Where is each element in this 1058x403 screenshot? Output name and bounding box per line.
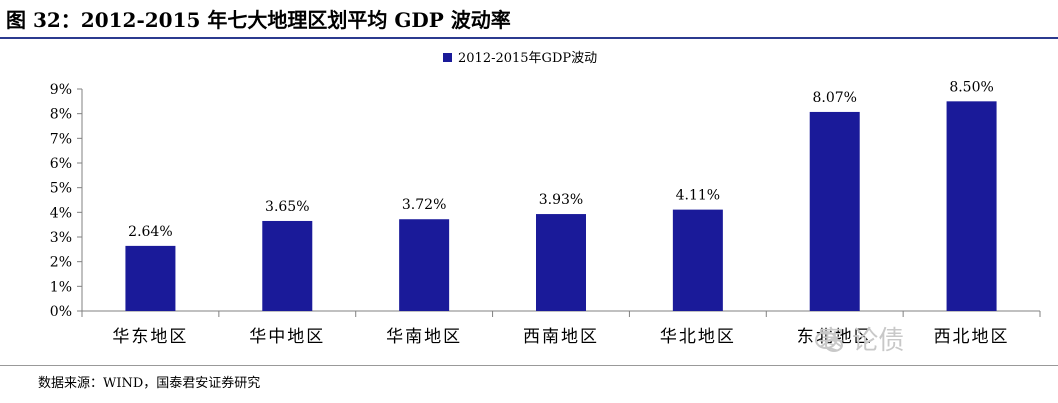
data-label: 4.11% — [676, 188, 720, 204]
y-tick-label: 9% — [50, 82, 72, 98]
bar-chart: 2012-2015年GDP波动 0% 1% 2% 3% 4% 5% 6% 7% 8% 9% 2.64%… — [50, 51, 1041, 347]
x-tick-label: 西北地区 — [934, 327, 1010, 347]
figure-title: 图 32：2012-2015 年七大地理区划平均 GDP 波动率 — [6, 8, 511, 32]
data-label: 8.07% — [812, 90, 856, 106]
bar — [946, 101, 997, 311]
y-tick-label: 0% — [50, 304, 72, 320]
data-label: 2.64% — [128, 224, 172, 240]
source-note: 数据来源：WIND，国泰君安证券研究 — [38, 376, 261, 391]
data-label: 8.50% — [949, 79, 993, 95]
bar — [125, 245, 176, 311]
x-tick-label: 华中地区 — [249, 327, 325, 347]
x-tick-label: 西南地区 — [523, 327, 599, 347]
y-tick-label: 8% — [50, 107, 72, 123]
watermark: 寒 论债 — [818, 326, 905, 356]
legend-label: 2012-2015年GDP波动 — [458, 51, 597, 66]
bar — [809, 111, 860, 311]
y-tick-label: 4% — [50, 205, 72, 221]
y-tick-label: 3% — [50, 230, 72, 246]
bar — [399, 219, 450, 311]
x-tick-label: 华东地区 — [112, 327, 188, 347]
data-label: 3.65% — [265, 199, 309, 215]
x-tick-label: 华北地区 — [660, 327, 736, 347]
legend-swatch — [443, 53, 452, 62]
y-tick-label: 6% — [50, 156, 72, 172]
data-label: 3.72% — [402, 197, 446, 213]
wechat-icon — [814, 330, 844, 358]
x-tick-label: 东北地区 — [797, 327, 873, 347]
bar — [536, 214, 586, 311]
y-tick-label: 7% — [50, 131, 72, 147]
bar — [262, 220, 313, 311]
y-tick-label: 2% — [50, 255, 72, 271]
bar — [672, 209, 723, 311]
x-tick-label: 华南地区 — [386, 327, 462, 347]
title-rule — [0, 37, 1058, 39]
y-tick-label: 1% — [50, 279, 72, 295]
y-tick-label: 5% — [50, 181, 72, 197]
data-label: 3.93% — [539, 192, 583, 208]
source-rule — [0, 365, 1058, 366]
